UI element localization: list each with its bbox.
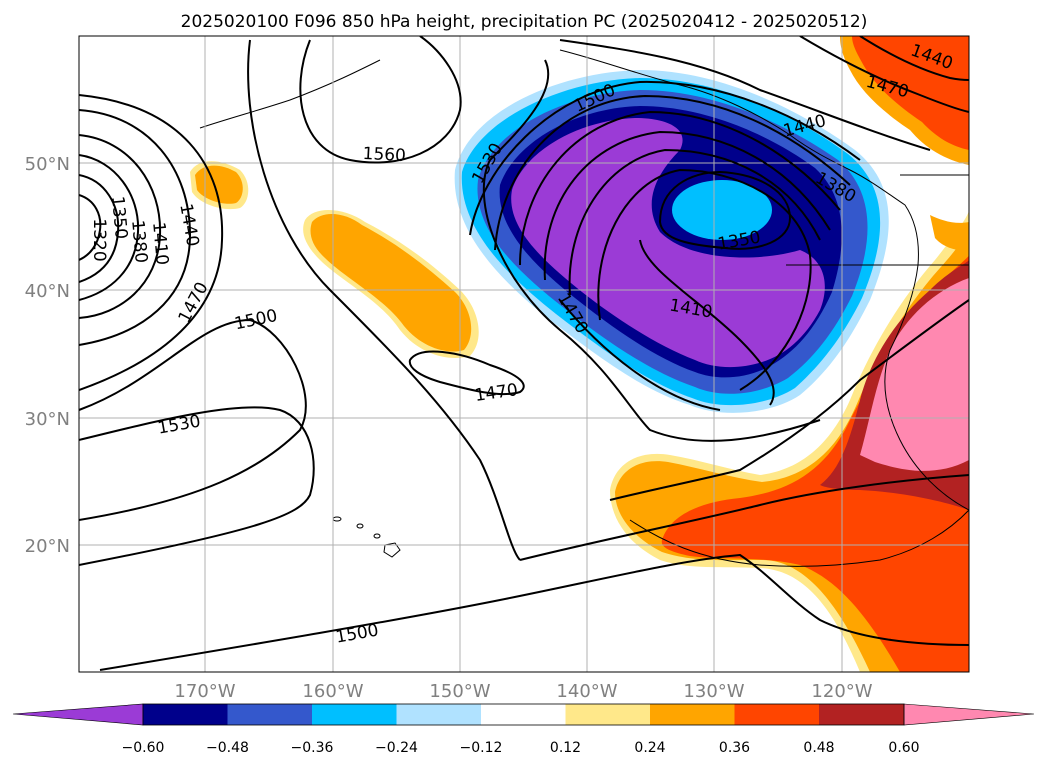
- colorbar-segment: [143, 704, 228, 725]
- colorbar-tick: −0.12: [460, 740, 503, 756]
- lat-label: 50°N: [25, 154, 70, 175]
- colorbar-tick: 0.12: [550, 740, 581, 756]
- colorbar-tick: −0.24: [375, 740, 418, 756]
- colorbar-tick: 0.24: [634, 740, 665, 756]
- colorbar-low-extend: [12, 703, 144, 726]
- colorbar-tick: 0.36: [719, 740, 750, 756]
- colorbar-high-extend: [903, 703, 1035, 726]
- colorbar-tick: −0.36: [291, 740, 334, 756]
- lat-label: 40°N: [25, 281, 70, 302]
- lon-label: 150°W: [429, 681, 490, 702]
- colorbar-tick: 0.60: [888, 740, 919, 756]
- negative-precip-anomaly: [454, 70, 889, 413]
- lat-label: 20°N: [25, 536, 70, 557]
- lon-label: 120°W: [811, 681, 872, 702]
- colorbar-tick: 0.48: [803, 740, 834, 756]
- lon-label: 170°W: [174, 681, 235, 702]
- contour-label: 1560: [362, 144, 406, 166]
- contour-label: 1410: [148, 221, 172, 266]
- colorbar-segment: [396, 704, 481, 725]
- coastlines: [199, 49, 969, 567]
- contour-label: 1350: [107, 195, 131, 240]
- colorbar-segment: [650, 704, 735, 725]
- colorbar-segment: [734, 704, 819, 725]
- height-contours: [79, 36, 969, 671]
- contour-label: 1320: [89, 218, 109, 261]
- map-panel: 1320 1350 1380 1410 1440 1470 1500 1530 …: [78, 35, 970, 673]
- colorbar: −0.60 −0.48 −0.36 −0.24 −0.12 0.12 0.24 …: [12, 703, 1035, 756]
- contour-label: 1380: [127, 219, 151, 264]
- colorbar-tick: −0.48: [206, 740, 249, 756]
- lon-label: 160°W: [302, 681, 363, 702]
- lon-label: 140°W: [556, 681, 617, 702]
- colorbar-segment: [565, 704, 650, 725]
- longitude-labels: 170°W 160°W 150°W 140°W 130°W 120°W: [174, 681, 872, 702]
- latitude-labels: 50°N 40°N 30°N 20°N: [25, 154, 70, 557]
- lon-label: 130°W: [683, 681, 744, 702]
- colorbar-segment: [481, 704, 566, 725]
- colorbar-segment: [227, 704, 312, 725]
- lat-label: 30°N: [25, 409, 70, 430]
- contour-labels: 1320 1350 1380 1410 1440 1470 1500 1530 …: [89, 41, 955, 648]
- colorbar-segment: [819, 704, 904, 725]
- colorbar-tick: −0.60: [122, 740, 165, 756]
- figure-title: 2025020100 F096 850 hPa height, precipit…: [181, 12, 868, 32]
- colorbar-segment: [312, 704, 397, 725]
